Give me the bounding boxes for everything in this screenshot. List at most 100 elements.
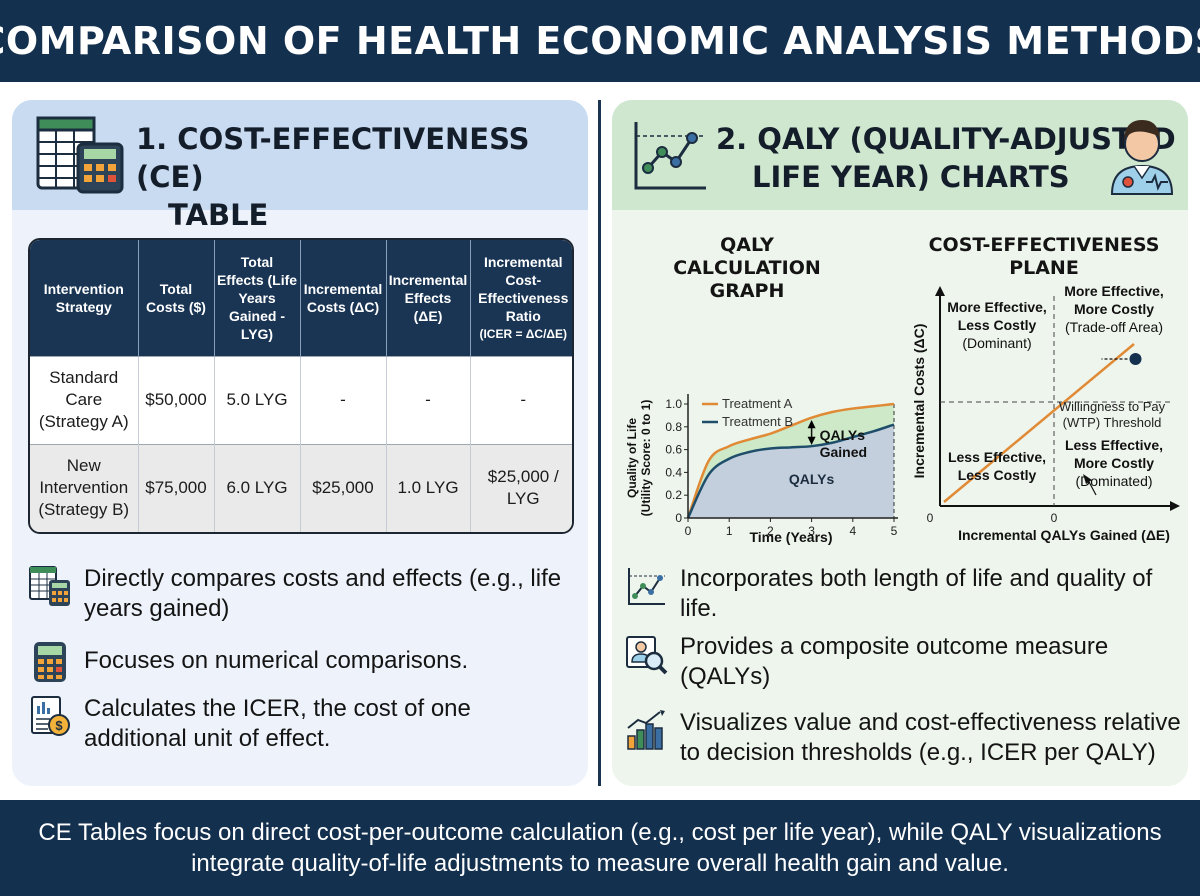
ce-bullet-1: Directly compares costs and effects (e.g… (28, 564, 568, 624)
title-bar: COMPARISON OF HEALTH ECONOMIC ANALYSIS M… (0, 0, 1200, 82)
qaly-bullet-1: Incorporates both length of life and qua… (624, 564, 1180, 624)
ce-table-title-line2: TABLE (168, 198, 269, 232)
y-tick-label: 0 (675, 511, 682, 525)
treatment-a-line (686, 402, 895, 519)
table-cell: $75,000 (138, 443, 215, 532)
table-row: New Intervention (Strategy B) $75,000 6.… (30, 443, 572, 532)
gain-arrow-head-up (807, 419, 816, 429)
qaly-title-line2: LIFE YEAR) CHARTS (752, 160, 1070, 194)
qaly-graph: 0 1 2 3 4 5 0 0.2 0.4 0.6 0.8 1.0 Time (Years) Qualit… (625, 394, 898, 545)
y-tick-label: 0.6 (665, 443, 682, 457)
gain-label-line2: Gained (820, 444, 867, 460)
icer-point (1129, 353, 1142, 365)
x-tick-label: 0 (685, 524, 692, 538)
ce-plane-title: COST-EFFECTIVENESS PLANE (928, 234, 1160, 279)
x-tick-label: 5 (891, 524, 898, 538)
qaly-bullet-text: Visualizes value and cost-effectiveness … (680, 709, 1181, 766)
quadrant-label-top-left: More Effective, (947, 299, 1047, 315)
wtp-threshold-line (943, 343, 1135, 503)
legend-label-b: Treatment B (722, 414, 793, 429)
ce-table: Intervention Strategy Total Costs ($) To… (28, 238, 574, 534)
table-header: Incremental Costs (ΔC) (300, 240, 387, 356)
y-tick-label: 0.8 (665, 420, 682, 434)
ce-table-panel: 1. COST-EFFECTIVENESS (CE) TABLE Interve… (12, 100, 588, 786)
x-mid-label: 0 (1051, 511, 1058, 525)
bar-chart-trend-icon (627, 710, 665, 750)
table-header-row: Intervention Strategy Total Costs ($) To… (30, 240, 572, 356)
qaly-panel: 2. QALY (QUALITY-ADJUSTED LIFE YEAR) CHA… (612, 100, 1188, 786)
doctor-icon (1110, 120, 1174, 195)
x-origin-label: 0 (927, 511, 934, 525)
wtp-label-line1: Willingness to Pay (1059, 399, 1166, 414)
ce-bullet-text: Directly compares costs and effects (e.g… (84, 565, 562, 622)
spreadsheet-calculator-icon (29, 566, 70, 606)
table-cell: Standard Care (Strategy A) (30, 355, 139, 444)
x-axis-arrow (1170, 501, 1180, 511)
line-chart-icon (628, 568, 665, 605)
quadrant-label-top-right: (Trade-off Area) (1065, 319, 1163, 335)
y-axis-label: Incremental Costs (ΔC) (911, 324, 927, 479)
ce-bullet-3: $ Calculates the ICER, the cost of one a… (28, 694, 568, 754)
spreadsheet-calculator-icon (36, 116, 124, 194)
y-tick-label: 1.0 (665, 397, 682, 411)
quadrant-label-bottom-right: (Dominated) (1075, 473, 1152, 489)
table-header-label: Incremental Cost-Effectiveness Ratio (478, 253, 569, 324)
qaly-bullet-2: Provides a composite outcome measure (QA… (624, 632, 1180, 692)
legend-label-a: Treatment A (722, 396, 793, 411)
quadrant-label-top-left: Less Costly (958, 317, 1037, 333)
y-axis-label-line: (Utility Score: 0 to 1) (639, 400, 653, 517)
y-axis-arrow (935, 286, 945, 296)
page-title: COMPARISON OF HEALTH ECONOMIC ANALYSIS M… (0, 19, 1200, 63)
quadrant-label-bottom-right: More Costly (1074, 455, 1154, 471)
ce-table-panel-header: 1. COST-EFFECTIVENESS (CE) TABLE (12, 100, 588, 232)
x-tick-label: 1 (726, 524, 733, 538)
svg-text:$: $ (55, 718, 63, 733)
table-cell: New Intervention (Strategy B) (30, 443, 139, 532)
summary-text: CE Tables focus on direct cost-per-outco… (38, 819, 1162, 877)
y-tick-label: 0.2 (665, 488, 682, 502)
table-cell: - (470, 355, 572, 444)
y-axis-label-line: Quality of Life (625, 418, 639, 498)
ce-table-title-line1: 1. COST-EFFECTIVENESS (CE) (136, 122, 530, 194)
table-cell: $25,000 / LYG (470, 443, 572, 532)
table-cell: 6.0 LYG (214, 443, 301, 532)
qaly-bullet-text: Provides a composite outcome measure (QA… (680, 633, 1109, 690)
wtp-label-line2: (WTP) Threshold (1063, 415, 1162, 430)
ce-bullet-text: Calculates the ICER, the cost of one add… (84, 695, 471, 752)
table-cell: 1.0 LYG (386, 443, 471, 532)
line-chart-icon (634, 122, 706, 190)
table-header: Total Costs ($) (138, 240, 215, 356)
panel-divider (598, 100, 601, 786)
ce-bullet-2: Focuses on numerical comparisons. (28, 640, 568, 684)
qalys-gained-area (688, 404, 894, 518)
area-label: QALYs (789, 471, 835, 487)
wtp-pointer-head (1083, 474, 1092, 484)
table-header-sub: (ICER = ΔC/ΔE) (479, 326, 568, 341)
calculator-icon (34, 642, 66, 682)
x-tick-label: 4 (849, 524, 856, 538)
table-header-icer: Incremental Cost-Effectiveness Ratio (IC… (470, 240, 572, 356)
qaly-panel-header: 2. QALY (QUALITY-ADJUSTED LIFE YEAR) CHA… (612, 100, 1188, 210)
treatment-b-line (686, 423, 895, 519)
x-tick-label: 3 (808, 524, 815, 538)
quadrant-label-bottom-left: Less Costly (958, 467, 1037, 483)
table-row: Standard Care (Strategy A) $50,000 5.0 L… (30, 355, 572, 444)
table-cell: $25,000 (300, 443, 387, 532)
quadrant-label-top-left: (Dominant) (962, 335, 1031, 351)
y-tick-label: 0.4 (665, 465, 682, 479)
gain-label-line1: QALYs (820, 427, 866, 443)
table-cell: $50,000 (138, 355, 215, 444)
x-axis-label: Time (Years) (749, 529, 832, 545)
x-axis-label: Incremental QALYs Gained (ΔE) (958, 527, 1170, 543)
x-tick-label: 2 (767, 524, 774, 538)
table-cell: - (386, 355, 471, 444)
person-magnifier-icon (626, 636, 668, 675)
qaly-bullet-3: Visualizes value and cost-effectiveness … (624, 708, 1184, 768)
table-cell: - (300, 355, 387, 444)
qaly-title: 2. QALY (QUALITY-ADJUSTED LIFE YEAR) CHA… (716, 120, 1176, 196)
table-header: Intervention Strategy (30, 240, 139, 356)
quadrant-label-top-right: More Costly (1074, 301, 1154, 317)
quadrant-label-bottom-left: Less Effective, (948, 449, 1046, 465)
ce-plane: More Effective, Less Costly (Dominant) More… (911, 283, 1180, 543)
qaly-title-line1: 2. QALY (QUALITY-ADJUSTED (716, 122, 1176, 156)
